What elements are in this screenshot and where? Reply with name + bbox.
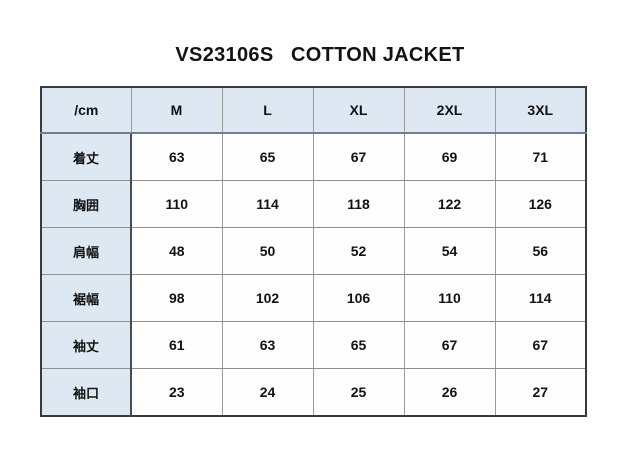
row-label-cuff: 袖口 — [41, 368, 132, 416]
cell-sleeve-length-3xl: 67 — [494, 321, 586, 369]
header-cell-unit: /cm — [41, 86, 132, 134]
table-body: 着丈 63 65 67 69 71 胸囲 110 114 118 122 126… — [41, 133, 586, 416]
row-label-chest: 胸囲 — [41, 180, 132, 228]
table-row: 袖丈 61 63 65 67 67 — [41, 321, 586, 369]
size-chart-table: /cm M L XL 2XL 3XL 着丈 63 65 67 69 71 — [40, 86, 587, 417]
table-row: 胸囲 110 114 118 122 126 — [41, 180, 586, 228]
header-cell-size-m: M — [130, 86, 223, 134]
cell-chest-xl: 118 — [312, 180, 405, 228]
page-title: VS23106S COTTON JACKET — [175, 44, 465, 66]
cell-hem-width-3xl: 114 — [494, 274, 586, 322]
header-cell-size-3xl: 3XL — [494, 86, 586, 134]
size-table-container: /cm M L XL 2XL 3XL 着丈 63 65 67 69 71 — [40, 86, 587, 417]
cell-hem-width-l: 102 — [221, 274, 314, 322]
header-row: /cm M L XL 2XL 3XL — [41, 86, 586, 134]
cell-hem-width-m: 98 — [130, 274, 223, 322]
cell-sleeve-length-m: 61 — [130, 321, 223, 369]
cell-hem-width-2xl: 110 — [403, 274, 496, 322]
cell-chest-3xl: 126 — [494, 180, 586, 228]
cell-cuff-3xl: 27 — [494, 368, 586, 416]
row-label-body-length: 着丈 — [41, 133, 132, 181]
cell-chest-m: 110 — [130, 180, 223, 228]
cell-shoulder-l: 50 — [221, 227, 314, 275]
cell-body-length-2xl: 69 — [403, 133, 496, 181]
cell-shoulder-2xl: 54 — [403, 227, 496, 275]
table-row: 肩幅 48 50 52 54 56 — [41, 227, 586, 275]
cell-cuff-2xl: 26 — [403, 368, 496, 416]
cell-shoulder-m: 48 — [130, 227, 223, 275]
cell-body-length-l: 65 — [221, 133, 314, 181]
cell-cuff-l: 24 — [221, 368, 314, 416]
cell-shoulder-xl: 52 — [312, 227, 405, 275]
cell-body-length-3xl: 71 — [494, 133, 586, 181]
cell-sleeve-length-l: 63 — [221, 321, 314, 369]
cell-cuff-m: 23 — [130, 368, 223, 416]
cell-sleeve-length-2xl: 67 — [403, 321, 496, 369]
row-label-sleeve-length: 袖丈 — [41, 321, 132, 369]
cell-shoulder-3xl: 56 — [494, 227, 586, 275]
table-header: /cm M L XL 2XL 3XL — [41, 86, 586, 134]
cell-body-length-m: 63 — [130, 133, 223, 181]
cell-sleeve-length-xl: 65 — [312, 321, 405, 369]
cell-body-length-xl: 67 — [312, 133, 405, 181]
row-label-shoulder: 肩幅 — [41, 227, 132, 275]
cell-hem-width-xl: 106 — [312, 274, 405, 322]
cell-cuff-xl: 25 — [312, 368, 405, 416]
header-cell-size-xl: XL — [312, 86, 405, 134]
cell-chest-l: 114 — [221, 180, 314, 228]
header-cell-size-2xl: 2XL — [403, 86, 496, 134]
row-label-hem-width: 裾幅 — [41, 274, 132, 322]
table-row: 袖口 23 24 25 26 27 — [41, 368, 586, 416]
table-row: 着丈 63 65 67 69 71 — [41, 133, 586, 181]
cell-chest-2xl: 122 — [403, 180, 496, 228]
header-cell-size-l: L — [221, 86, 314, 134]
table-row: 裾幅 98 102 106 110 114 — [41, 274, 586, 322]
